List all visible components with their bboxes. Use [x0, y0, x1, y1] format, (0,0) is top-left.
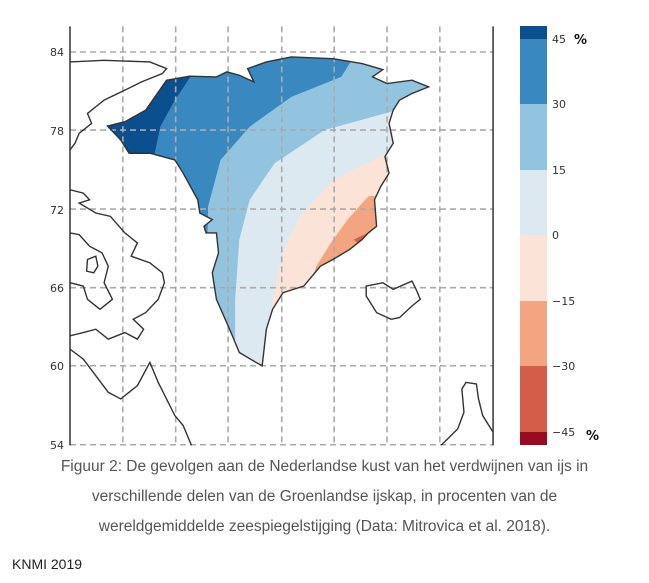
greenland-shading	[107, 56, 429, 366]
caption-line-3: wereldgemiddelde zeespiegelstijging (Dat…	[98, 518, 551, 535]
colorbar-segment	[520, 39, 547, 104]
colorbar-segment	[520, 170, 547, 235]
lat-label: 84	[50, 46, 64, 59]
greenland-map: 84 78 72 66 60 54 45 30 15 0 −15 −30 −45…	[50, 26, 599, 452]
baffin-coast	[70, 190, 164, 339]
caption-line-1: Figuur 2: De gevolgen aan de Nederlandse…	[60, 458, 589, 475]
colorbar-tick: 15	[552, 164, 566, 177]
lat-label: 54	[50, 439, 64, 452]
graticule	[70, 26, 493, 445]
credit: KNMI 2019	[12, 556, 83, 572]
scandinavia-coast	[441, 382, 493, 445]
ellesmere-coast	[70, 60, 167, 150]
colorbar-tick: 0	[552, 229, 559, 242]
colorbar-tick: 45	[552, 33, 566, 46]
colorbar-segment	[520, 301, 547, 366]
lat-label: 66	[50, 282, 64, 295]
lat-label: 78	[50, 125, 64, 138]
lat-label: 60	[50, 360, 64, 373]
caption-line-2: verschillende delen van de Groenlandse i…	[91, 488, 558, 505]
colorbar: 45 30 15 0 −15 −30 −45 % %	[520, 26, 599, 445]
colorbar-segment	[520, 235, 547, 301]
colorbar-segment	[520, 432, 547, 445]
colorbar-tick: −30	[552, 360, 575, 373]
colorbar-unit-top: %	[574, 33, 587, 48]
colorbar-unit-bottom: %	[586, 429, 599, 444]
coastlines	[70, 57, 493, 445]
iceland-coast	[366, 281, 420, 319]
colorbar-segment	[520, 104, 547, 170]
colorbar-segment	[520, 26, 547, 39]
baffin-inner-coast	[70, 233, 112, 309]
colorbar-segment	[520, 366, 547, 432]
colorbar-tick: −15	[552, 295, 575, 308]
lake-outline	[87, 256, 98, 273]
greenland-coast	[107, 57, 428, 366]
colorbar-tick: 30	[552, 98, 566, 111]
colorbar-tick: −45	[552, 426, 575, 439]
labrador-coast	[70, 349, 191, 445]
lat-tick-labels: 84 78 72 66 60 54	[50, 46, 64, 452]
lat-label: 72	[50, 204, 64, 217]
